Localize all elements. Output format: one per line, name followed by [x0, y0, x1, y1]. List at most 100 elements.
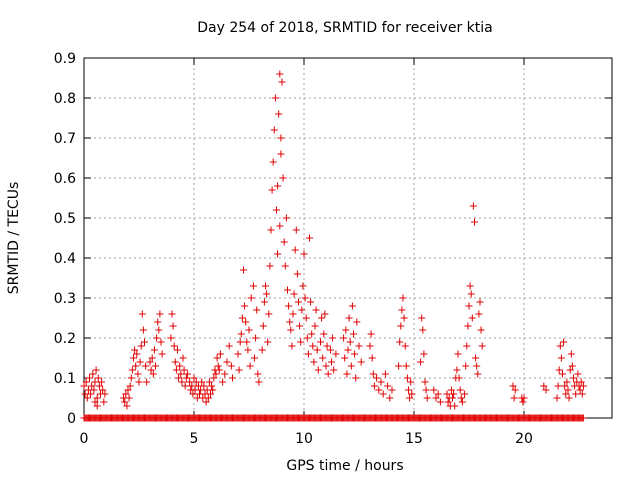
data-point	[270, 126, 278, 134]
data-point	[276, 70, 284, 78]
data-point	[422, 386, 430, 394]
data-point	[247, 294, 255, 302]
data-point	[127, 374, 135, 382]
data-point	[449, 394, 456, 402]
data-point	[476, 298, 484, 306]
data-point	[154, 318, 162, 326]
data-point	[149, 370, 157, 378]
data-point	[262, 282, 269, 290]
data-point	[352, 374, 360, 382]
data-point	[237, 330, 245, 338]
data-point	[244, 346, 252, 354]
data-point	[304, 350, 312, 358]
data-point	[296, 322, 304, 330]
data-point	[183, 370, 191, 378]
data-point	[122, 390, 130, 398]
x-tick-labels: 0 5 10 15 20	[80, 431, 533, 447]
data-point	[343, 370, 351, 378]
data-point	[245, 326, 253, 334]
axis-ticks	[83, 57, 612, 419]
data-point	[268, 186, 276, 194]
data-point	[236, 338, 244, 346]
data-point	[472, 354, 480, 362]
data-point	[227, 362, 235, 370]
data-point	[91, 398, 99, 406]
data-point	[347, 362, 355, 370]
data-point	[216, 350, 224, 358]
data-point	[286, 318, 294, 326]
data-point	[277, 134, 285, 142]
data-point	[306, 234, 313, 242]
data-point	[330, 366, 338, 374]
data-point	[132, 362, 140, 370]
data-point	[474, 370, 482, 378]
data-point	[274, 182, 282, 190]
data-point	[577, 378, 585, 386]
data-point	[180, 366, 188, 374]
grid-lines	[84, 58, 612, 418]
data-point	[297, 338, 305, 346]
y-tick-label: 0.9	[54, 51, 76, 67]
data-point	[555, 366, 563, 374]
data-point	[124, 386, 132, 394]
data-point	[260, 298, 268, 306]
y-tick-label: 0.5	[54, 211, 76, 227]
data-point	[353, 318, 361, 326]
data-point	[328, 358, 335, 366]
data-point	[80, 382, 88, 390]
data-point	[402, 362, 410, 370]
x-axis-label: GPS time / hours	[286, 458, 403, 474]
data-point	[94, 374, 102, 382]
data-point	[123, 402, 131, 410]
data-point	[223, 358, 231, 366]
data-point	[182, 374, 190, 382]
data-point	[366, 342, 374, 350]
data-point	[209, 386, 217, 394]
data-point	[319, 354, 327, 362]
data-point	[386, 394, 394, 402]
data-point	[348, 302, 356, 310]
data-point	[312, 306, 320, 314]
data-point	[511, 386, 519, 394]
data-point	[188, 382, 196, 390]
data-point	[243, 338, 251, 346]
data-point	[279, 174, 287, 182]
y-axis-label: SRMTID / TECUs	[6, 182, 22, 295]
data-point	[292, 226, 300, 234]
data-point	[579, 382, 587, 390]
data-point	[475, 310, 483, 318]
data-point	[432, 394, 440, 402]
data-point	[323, 342, 331, 350]
data-point	[564, 386, 572, 394]
data-point	[298, 306, 306, 314]
data-point	[225, 342, 233, 350]
data-point	[271, 94, 279, 102]
data-point	[313, 346, 321, 354]
data-point	[419, 326, 427, 334]
y-tick-label: 0.7	[54, 131, 76, 147]
data-point	[443, 390, 451, 398]
data-point	[126, 382, 134, 390]
data-point	[83, 394, 91, 402]
data-point	[310, 358, 318, 366]
data-point	[351, 350, 359, 358]
data-point	[321, 310, 329, 318]
data-point	[309, 342, 317, 350]
data-point	[169, 322, 177, 330]
data-point	[131, 346, 139, 354]
data-point	[574, 370, 582, 378]
y-tick-label: 0.1	[54, 371, 76, 387]
data-point	[562, 390, 570, 398]
data-point	[179, 354, 187, 362]
data-point	[567, 350, 575, 358]
y-tick-labels: 0 0.1 0.2 0.3 0.4 0.5 0.6 0.7 0.8 0.9	[54, 51, 76, 427]
y-tick-label: 0.6	[54, 171, 76, 187]
data-point	[219, 378, 227, 386]
data-point	[284, 286, 291, 294]
data-point	[241, 302, 249, 310]
data-point	[130, 354, 137, 362]
data-point	[213, 354, 221, 362]
data-point	[136, 358, 144, 366]
data-point	[205, 378, 213, 386]
data-point	[314, 366, 322, 374]
